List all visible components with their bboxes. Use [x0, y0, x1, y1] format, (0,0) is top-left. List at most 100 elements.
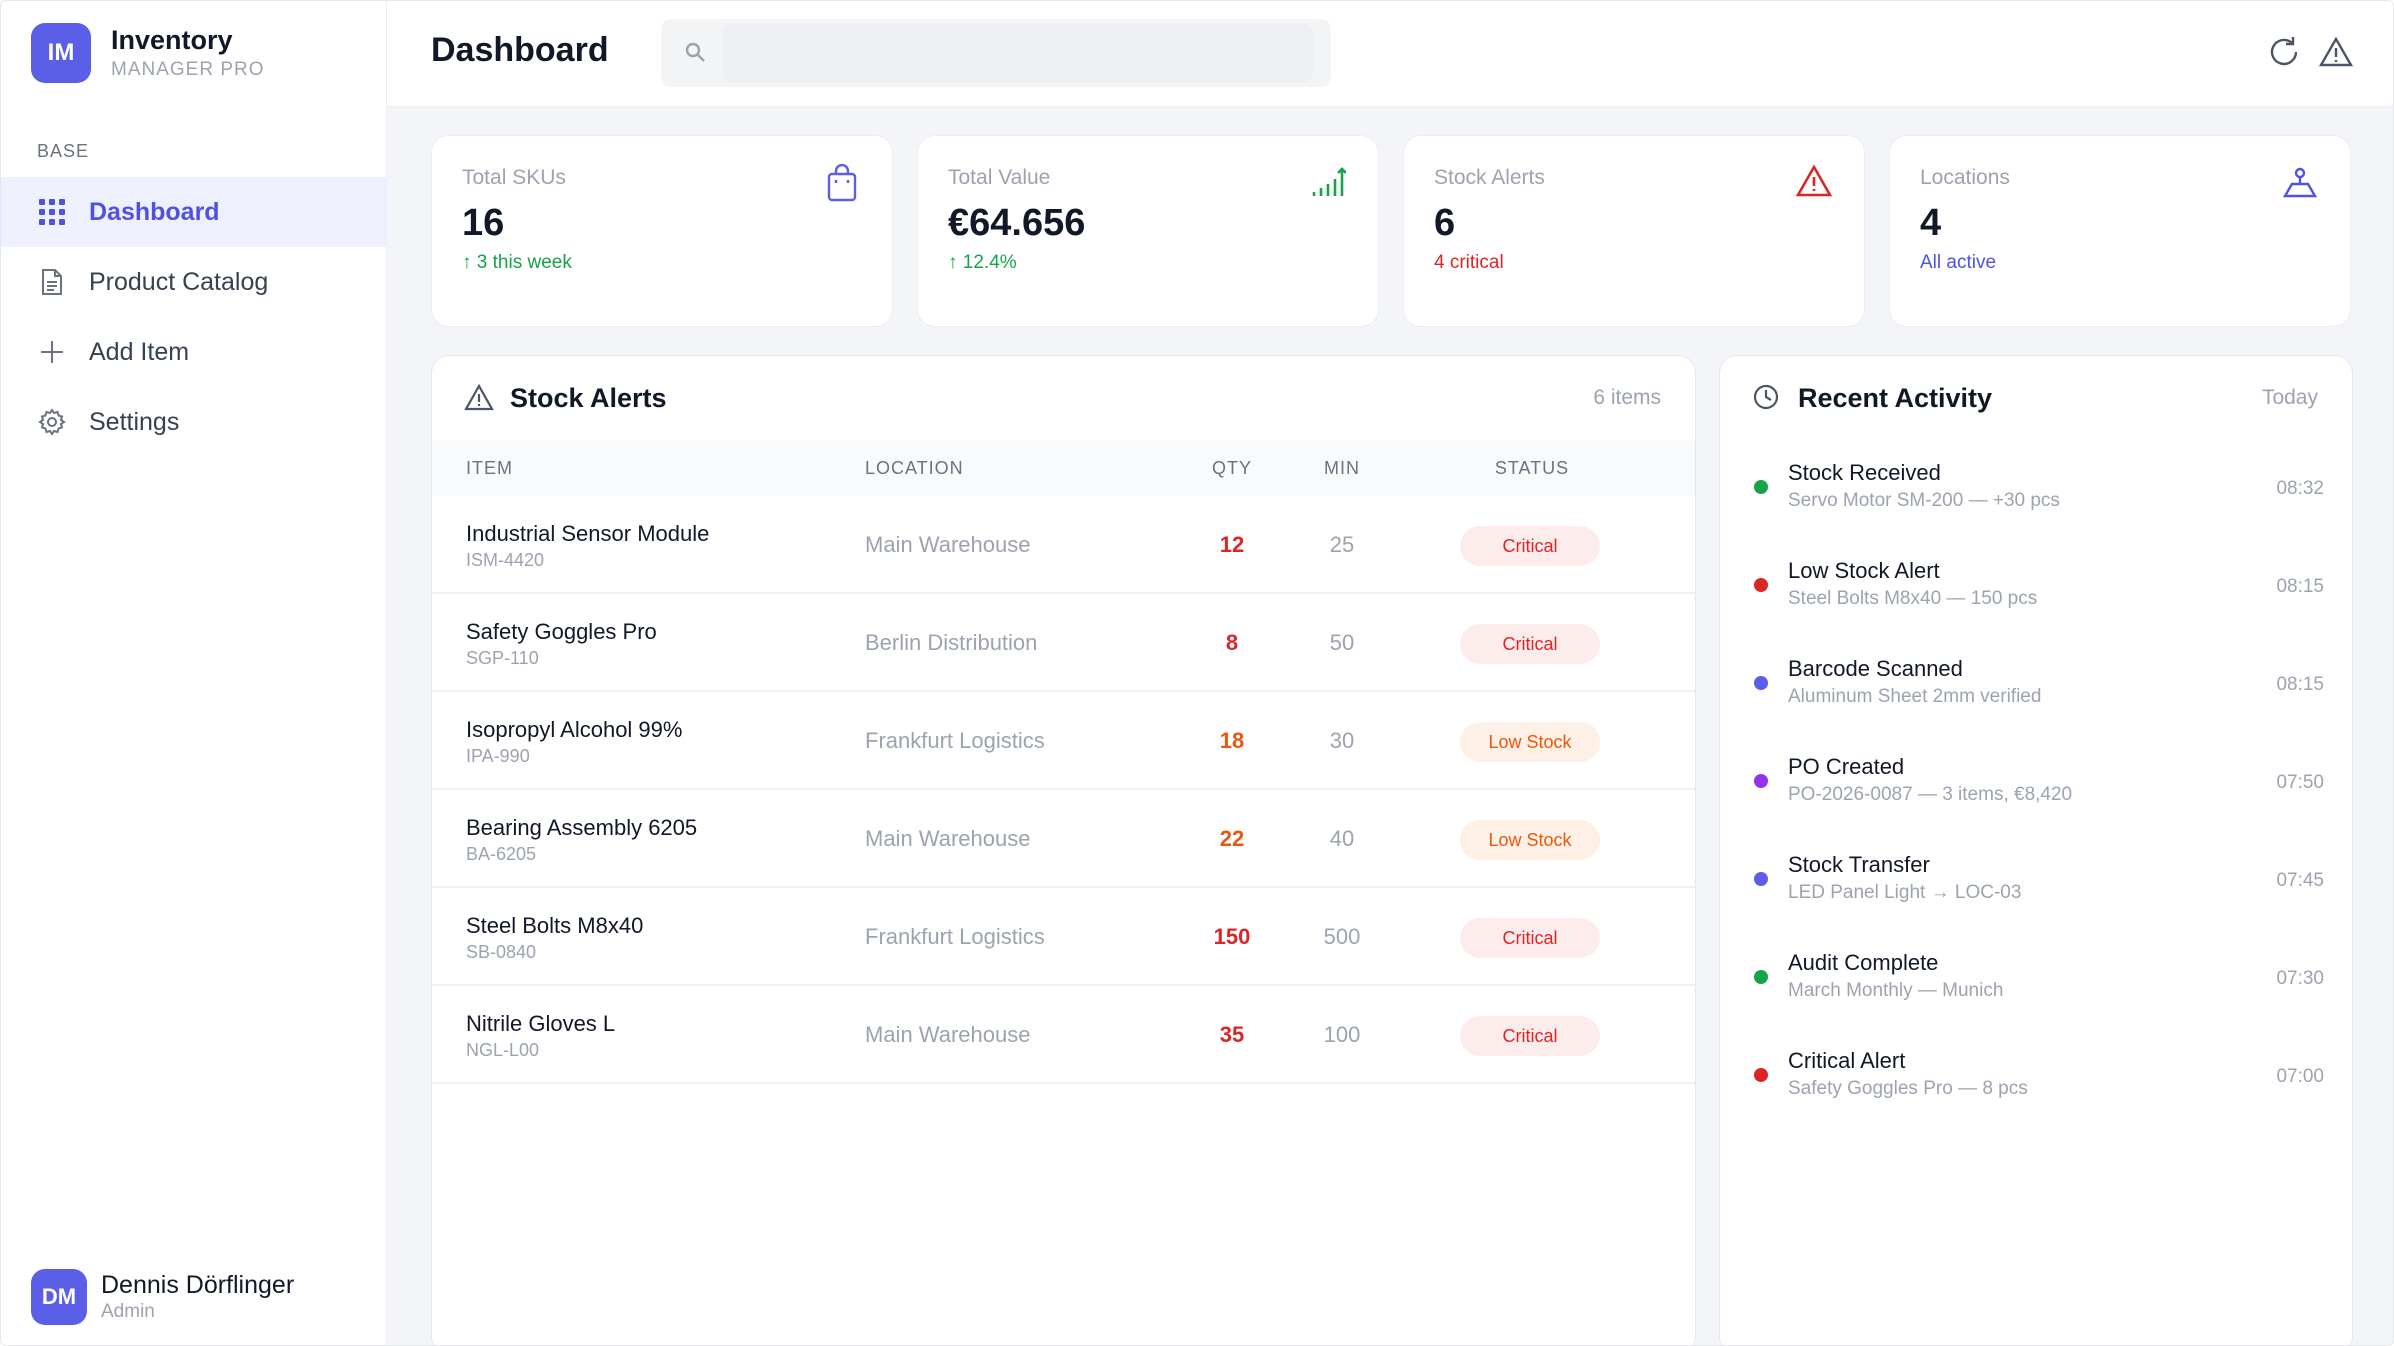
activity-title: Stock Transfer — [1788, 852, 1930, 877]
user-profile[interactable]: DM Dennis Dörflinger Admin — [31, 1269, 294, 1325]
search-icon — [683, 40, 709, 66]
list-item[interactable]: PO Created PO-2026-0087 — 3 items, €8,42… — [1754, 734, 2352, 832]
table-row[interactable]: Nitrile Gloves L NGL-L00 Main Warehouse 3… — [432, 986, 1695, 1084]
item-min: 30 — [1329, 728, 1355, 753]
list-item[interactable]: Barcode Scanned Aluminum Sheet 2mm verif… — [1754, 636, 2352, 734]
status-badge: Critical — [1460, 526, 1600, 566]
item-name: Safety Goggles Pro — [466, 619, 657, 644]
item-qty: 12 — [1219, 532, 1245, 557]
top-header: Dashboard — [387, 1, 2393, 107]
status-dot — [1754, 1068, 1768, 1082]
page-title: Dashboard — [431, 31, 609, 69]
stat-label: Stock Alerts — [1434, 166, 1545, 189]
list-item[interactable]: Low Stock Alert Steel Bolts M8x40 — 150 … — [1754, 538, 2352, 636]
item-min: 25 — [1329, 532, 1355, 557]
item-name: Isopropyl Alcohol 99% — [466, 717, 683, 742]
alerts-count: 6 items — [1593, 386, 1661, 409]
activity-desc: March Monthly — Munich — [1788, 980, 2004, 1001]
list-item[interactable]: Stock Received Servo Motor SM-200 — +30 … — [1754, 440, 2352, 538]
table-row[interactable]: Bearing Assembly 6205 BA-6205 Main Wareho… — [432, 790, 1695, 888]
item-qty: 18 — [1219, 728, 1245, 753]
refresh-button[interactable] — [2265, 35, 2303, 73]
sidebar-item-label: Dashboard — [89, 197, 220, 226]
item-qty: 150 — [1213, 924, 1251, 949]
column-header-qty[interactable]: QTY — [1211, 457, 1252, 478]
stock-alerts-panel: Stock Alerts 6 items ITEM LOCATION QTY M… — [431, 355, 1696, 1345]
item-location: Main Warehouse — [865, 532, 1031, 557]
status-dot — [1754, 970, 1768, 984]
sidebar-item-label: Product Catalog — [89, 267, 269, 296]
activity-desc: Aluminum Sheet 2mm verified — [1788, 686, 2042, 707]
sidebar-item-label: Settings — [89, 407, 180, 436]
activity-time: 08:15 — [2276, 674, 2324, 695]
stat-value: €64.656 — [948, 202, 1086, 244]
sidebar-item-settings[interactable]: Settings — [1, 387, 387, 457]
column-header-status[interactable]: STATUS — [1494, 457, 1570, 478]
sidebar-item-dashboard[interactable]: Dashboard — [1, 177, 387, 247]
column-header-min[interactable]: MIN — [1324, 457, 1360, 478]
user-name: Dennis Dörflinger — [101, 1271, 295, 1299]
stat-label: Total Value — [948, 166, 1051, 189]
list-item[interactable]: Critical Alert Safety Goggles Pro — 8 pc… — [1754, 1028, 2352, 1126]
panel-title: Stock Alerts — [510, 382, 667, 413]
document-icon — [37, 267, 67, 297]
clock-icon — [1752, 383, 1782, 413]
search-input[interactable] — [723, 24, 1313, 82]
stat-value: 16 — [462, 202, 505, 244]
item-sku: IPA-990 — [466, 746, 530, 766]
table-row[interactable]: Isopropyl Alcohol 99% IPA-990 Frankfurt L… — [432, 692, 1695, 790]
list-item[interactable]: Stock Transfer LED Panel Light → LOC-03 … — [1754, 832, 2352, 930]
status-dot — [1754, 774, 1768, 788]
item-name: Industrial Sensor Module — [466, 521, 710, 546]
table-header: ITEM LOCATION QTY MIN STATUS — [432, 440, 1695, 496]
status-badge: Low Stock — [1460, 722, 1600, 762]
item-location: Main Warehouse — [865, 1022, 1031, 1047]
stat-card-total-value[interactable]: Total Value €64.656 ↑ 12.4% — [917, 135, 1379, 327]
stat-card-stock-alerts[interactable]: Stock Alerts 6 4 critical — [1403, 135, 1865, 327]
table-row[interactable]: Steel Bolts M8x40 SB-0840 Frankfurt Logis… — [432, 888, 1695, 986]
status-dot — [1754, 480, 1768, 494]
warning-icon — [2318, 36, 2354, 73]
search-bar[interactable] — [661, 19, 1331, 87]
item-min: 40 — [1329, 826, 1355, 851]
column-header-item[interactable]: ITEM — [466, 457, 513, 478]
recent-activity-panel: Recent Activity Today Stock Received Ser… — [1719, 355, 2353, 1345]
activity-desc: Steel Bolts M8x40 — 150 pcs — [1788, 588, 2038, 609]
status-dot — [1754, 872, 1768, 886]
sidebar-nav: Dashboard Product Catalog Add Item — [1, 177, 387, 457]
item-qty: 8 — [1225, 630, 1239, 655]
table-row[interactable]: Safety Goggles Pro SGP-110 Berlin Distrib… — [432, 594, 1695, 692]
item-sku: NGL-L00 — [466, 1040, 540, 1060]
list-item[interactable]: Audit Complete March Monthly — Munich 07… — [1754, 930, 2352, 1028]
activity-time: 07:50 — [2276, 772, 2324, 793]
item-sku: SB-0840 — [466, 942, 537, 962]
brand[interactable]: IM Inventory MANAGER PRO — [31, 23, 265, 83]
user-role: Admin — [101, 1301, 155, 1322]
sidebar-item-add-item[interactable]: Add Item — [1, 317, 387, 387]
activity-list: Stock Received Servo Motor SM-200 — +30 … — [1720, 440, 2352, 1126]
activity-period[interactable]: Today — [2261, 386, 2318, 409]
column-header-location[interactable]: LOCATION — [865, 457, 964, 478]
activity-title: Low Stock Alert — [1788, 558, 1940, 583]
nav-section-label: BASE — [37, 141, 90, 161]
bag-icon — [824, 163, 862, 202]
activity-title: PO Created — [1788, 754, 1905, 779]
item-min: 50 — [1329, 630, 1355, 655]
status-dot — [1754, 578, 1768, 592]
activity-title: Audit Complete — [1788, 950, 1939, 975]
stat-card-locations[interactable]: Locations 4 All active — [1889, 135, 2351, 327]
item-qty: 22 — [1219, 826, 1245, 851]
sidebar-item-product-catalog[interactable]: Product Catalog — [1, 247, 387, 317]
brand-subtitle: MANAGER PRO — [111, 59, 265, 80]
stat-value: 4 — [1920, 202, 1942, 244]
activity-time: 08:32 — [2276, 478, 2324, 499]
table-row[interactable]: Industrial Sensor Module ISM-4420 Main Wa… — [432, 496, 1695, 594]
brand-logo: IM — [31, 23, 91, 83]
item-location: Berlin Distribution — [865, 630, 1038, 655]
alerts-button[interactable] — [2317, 35, 2355, 73]
stat-card-total-skus[interactable]: Total SKUs 16 ↑ 3 this week — [431, 135, 893, 327]
gear-icon — [37, 407, 67, 437]
item-name: Bearing Assembly 6205 — [466, 815, 698, 840]
activity-desc: PO-2026-0087 — 3 items, €8,420 — [1788, 784, 2073, 805]
activity-desc: Safety Goggles Pro — 8 pcs — [1788, 1078, 2028, 1099]
